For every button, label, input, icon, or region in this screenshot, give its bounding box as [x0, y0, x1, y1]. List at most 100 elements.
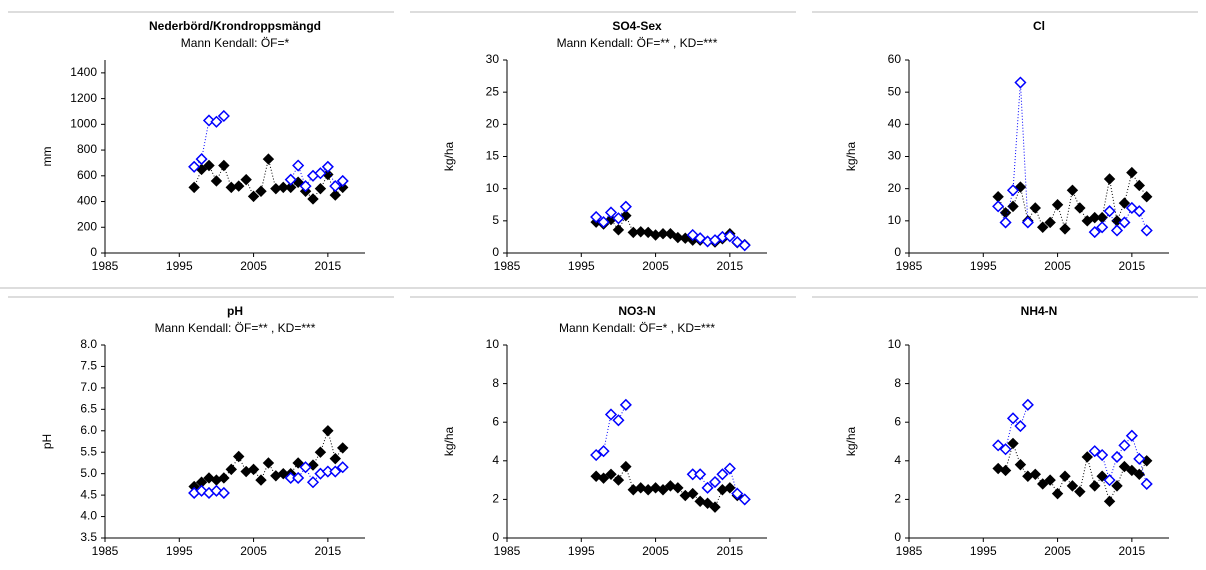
data-point	[292, 471, 305, 485]
data-point	[1037, 478, 1049, 490]
panel-title: NH4-N	[1021, 304, 1058, 318]
data-point	[657, 227, 669, 240]
data-point	[285, 181, 297, 194]
panel-subtitle: Mann Kendall: ÖF=** , KD=***	[557, 36, 718, 50]
data-point	[1125, 429, 1138, 442]
y-tick-label: 60	[888, 52, 902, 66]
y-tick-label: 5	[492, 213, 499, 227]
series-line	[997, 82, 1148, 233]
data-point	[1126, 166, 1138, 179]
y-tick-label: 200	[77, 219, 97, 233]
y-axis-label: pH	[40, 434, 54, 449]
data-point	[1103, 495, 1116, 508]
x-tick-label: 2015	[1119, 259, 1146, 273]
data-point	[1133, 205, 1146, 218]
data-point	[217, 486, 230, 500]
data-point	[709, 501, 721, 513]
data-point	[277, 467, 289, 480]
data-point	[999, 207, 1012, 219]
data-point	[1044, 474, 1056, 486]
data-point	[314, 182, 327, 195]
data-point	[1089, 480, 1101, 492]
data-point	[1051, 199, 1064, 211]
data-point	[604, 408, 618, 421]
y-tick-label: 30	[888, 149, 902, 163]
data-point	[1118, 460, 1131, 473]
data-point	[1029, 202, 1041, 214]
x-tick-label: 2005	[1044, 259, 1071, 273]
data-point	[620, 460, 632, 473]
data-point	[1074, 202, 1086, 214]
data-point	[314, 167, 327, 180]
data-point	[202, 114, 216, 127]
data-point	[299, 461, 312, 474]
y-tick-label: 5.5	[80, 444, 97, 458]
y-tick-label: 6.0	[80, 423, 97, 437]
data-point	[672, 231, 684, 244]
data-point	[1118, 439, 1131, 452]
data-point	[1110, 224, 1124, 237]
x-tick-label: 1985	[896, 544, 923, 558]
x-tick-label: 2015	[717, 544, 744, 558]
data-point	[992, 200, 1005, 213]
data-point	[657, 484, 669, 496]
data-point	[999, 216, 1012, 229]
data-point	[992, 439, 1005, 452]
y-tick-label: 400	[77, 194, 97, 208]
x-tick-label: 1995	[166, 544, 193, 558]
data-point	[188, 160, 201, 173]
data-point	[255, 185, 267, 197]
panel-subtitle: Mann Kendall: ÖF=*	[181, 36, 290, 50]
data-point	[1126, 464, 1138, 477]
data-point	[694, 495, 706, 508]
data-point	[247, 463, 260, 476]
data-point	[701, 481, 714, 494]
data-point	[1088, 226, 1101, 239]
y-tick-label: 50	[888, 84, 902, 98]
y-tick-label: 0	[894, 530, 901, 544]
data-point	[1081, 451, 1093, 463]
data-point	[1133, 468, 1145, 481]
data-point	[1096, 221, 1109, 234]
x-tick-label: 1985	[494, 544, 521, 558]
x-tick-label: 2015	[315, 259, 342, 273]
data-point	[210, 115, 223, 128]
y-tick-label: 40	[888, 117, 902, 131]
data-point	[218, 472, 230, 484]
data-point	[999, 464, 1012, 477]
x-tick-label: 1995	[568, 544, 595, 558]
data-point	[605, 468, 617, 481]
y-tick-label: 3.5	[80, 530, 97, 544]
data-point	[604, 206, 618, 219]
y-tick-label: 1400	[70, 65, 97, 79]
data-point	[337, 442, 349, 454]
data-point	[1140, 224, 1153, 237]
y-tick-label: 1000	[70, 117, 97, 131]
data-point	[619, 398, 632, 411]
data-point	[1096, 470, 1108, 482]
data-point	[1051, 487, 1064, 500]
y-tick-label: 6.5	[80, 402, 97, 416]
data-point	[999, 443, 1012, 456]
x-tick-label: 1985	[92, 259, 119, 273]
y-tick-label: 5.0	[80, 466, 97, 480]
data-point	[1111, 480, 1123, 492]
data-point	[724, 482, 736, 494]
data-point	[195, 153, 208, 166]
data-point	[255, 474, 267, 486]
panel-title: NO3-N	[618, 304, 655, 318]
y-tick-label: 4	[492, 453, 499, 467]
y-tick-label: 0	[90, 245, 97, 259]
data-point	[1096, 211, 1108, 224]
y-tick-label: 8.0	[80, 337, 97, 351]
panel-title: Cl	[1033, 19, 1045, 33]
data-point	[723, 462, 736, 475]
data-point	[1066, 480, 1079, 492]
data-point	[322, 425, 334, 437]
data-point	[1044, 216, 1056, 229]
series-line	[998, 441, 1148, 503]
x-tick-label: 1985	[896, 259, 923, 273]
y-tick-label: 7.5	[80, 359, 97, 373]
data-point	[262, 153, 275, 165]
data-point	[635, 226, 647, 238]
